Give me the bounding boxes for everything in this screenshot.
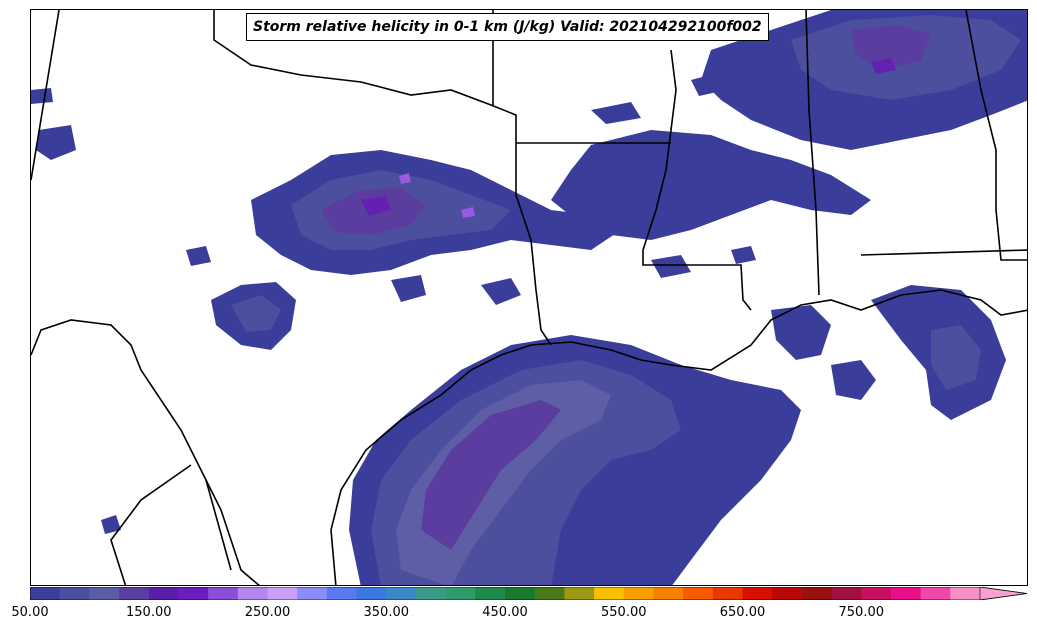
colorbar-segment: [505, 587, 536, 600]
colorbar-segment: [415, 587, 447, 600]
nm-helicity-fragment: [36, 125, 76, 160]
mexico-state-border: [110, 464, 192, 585]
colorbar-segment: [297, 587, 328, 600]
colorbar-tick-label: 450.00: [482, 605, 528, 620]
gulf-east-blob: [831, 360, 876, 400]
colorbar-segment: [475, 587, 506, 600]
colorbar-segment: [801, 587, 833, 600]
alabama-florida-border: [860, 249, 1027, 256]
colorbar-segment: [831, 587, 862, 600]
colorbar-segment: [623, 587, 654, 600]
colorbar-segment: [208, 587, 239, 600]
colorbar-tick-label: 650.00: [719, 605, 766, 620]
helicity-map: [31, 10, 1027, 585]
west-texas-helicity-mid: [231, 295, 281, 332]
scatter-blob-3: [651, 255, 691, 278]
scatter-blob-8: [591, 102, 641, 124]
colorbar-segment: [683, 587, 714, 600]
colorbar-segment: [356, 587, 387, 600]
colorbar-segment: [594, 587, 625, 600]
colorbar-segment: [861, 587, 892, 600]
colorbar-segment: [534, 587, 565, 600]
colorbar-segment: [950, 587, 981, 600]
texas-helicity-peak-1: [361, 196, 391, 216]
texas-oklahoma-border: [213, 10, 552, 346]
scatter-blob-7: [691, 72, 726, 96]
colorbar-extend-arrow: [979, 587, 1028, 600]
southeast-helicity-peak: [871, 58, 896, 74]
colorbar-segment: [59, 587, 90, 600]
southeast-helicity-high: [851, 25, 931, 70]
colorbar-segments: [30, 587, 981, 600]
map-panel: [30, 9, 1028, 586]
colorbar-segment: [890, 587, 922, 600]
colorbar-segment: [712, 587, 743, 600]
colorbar-segment: [386, 587, 417, 600]
colorbar-segment: [742, 587, 773, 600]
mississippi-alabama-border: [805, 10, 820, 296]
scatter-blob-4: [731, 246, 756, 264]
texas-helicity-hot-1: [399, 173, 411, 184]
colorbar-segment: [653, 587, 684, 600]
map-title: Storm relative helicity in 0-1 km (J/kg)…: [246, 13, 769, 41]
mexico-state-border-2: [205, 479, 232, 571]
texas-helicity-hot-2: [461, 207, 475, 218]
nm-helicity-fragment-2: [31, 88, 53, 104]
colorbar-segment: [445, 587, 476, 600]
colorbar-tick-label: 750.00: [838, 605, 885, 620]
state-borders: [31, 10, 1027, 585]
colorbar-segment: [30, 587, 61, 600]
colorbar-tick-label: 50.00: [11, 605, 49, 620]
colorbar-segment: [119, 587, 150, 600]
colorbar-segment: [148, 587, 179, 600]
central-helicity-band: [551, 130, 871, 240]
colorbar-segment: [564, 587, 595, 600]
colorbar-segment: [772, 587, 803, 600]
colorbar-segment: [267, 587, 298, 600]
colorbar-segment: [920, 587, 951, 600]
gulf-helicity-high: [421, 400, 561, 550]
alabama-georgia-border: [965, 10, 1027, 261]
colorbar: [30, 587, 1028, 600]
colorbar-segment: [89, 587, 120, 600]
colorbar-tick-label: 250.00: [244, 605, 291, 620]
helicity-fill-layer: [31, 10, 1027, 585]
gulf-coastline: [330, 289, 1027, 585]
texas-mexico-border: [31, 319, 260, 585]
florida-helicity-mid: [931, 325, 981, 390]
colorbar-tick-label: 150.00: [126, 605, 172, 620]
scatter-blob-6: [186, 246, 211, 266]
scatter-blob-5: [101, 515, 121, 534]
colorbar-tick-label: 550.00: [601, 605, 647, 620]
colorbar-tick-label: 350.00: [363, 605, 410, 620]
colorbar-segment: [237, 587, 268, 600]
colorbar-outline: [30, 587, 1028, 600]
oklahoma-border: [31, 10, 60, 181]
scatter-blob-1: [391, 275, 426, 302]
scatter-blob-2: [481, 278, 521, 305]
mobile-bay-helicity: [771, 305, 831, 360]
colorbar-segment: [326, 587, 358, 600]
colorbar-segment: [178, 587, 209, 600]
mississippi-river-border: [642, 49, 752, 311]
